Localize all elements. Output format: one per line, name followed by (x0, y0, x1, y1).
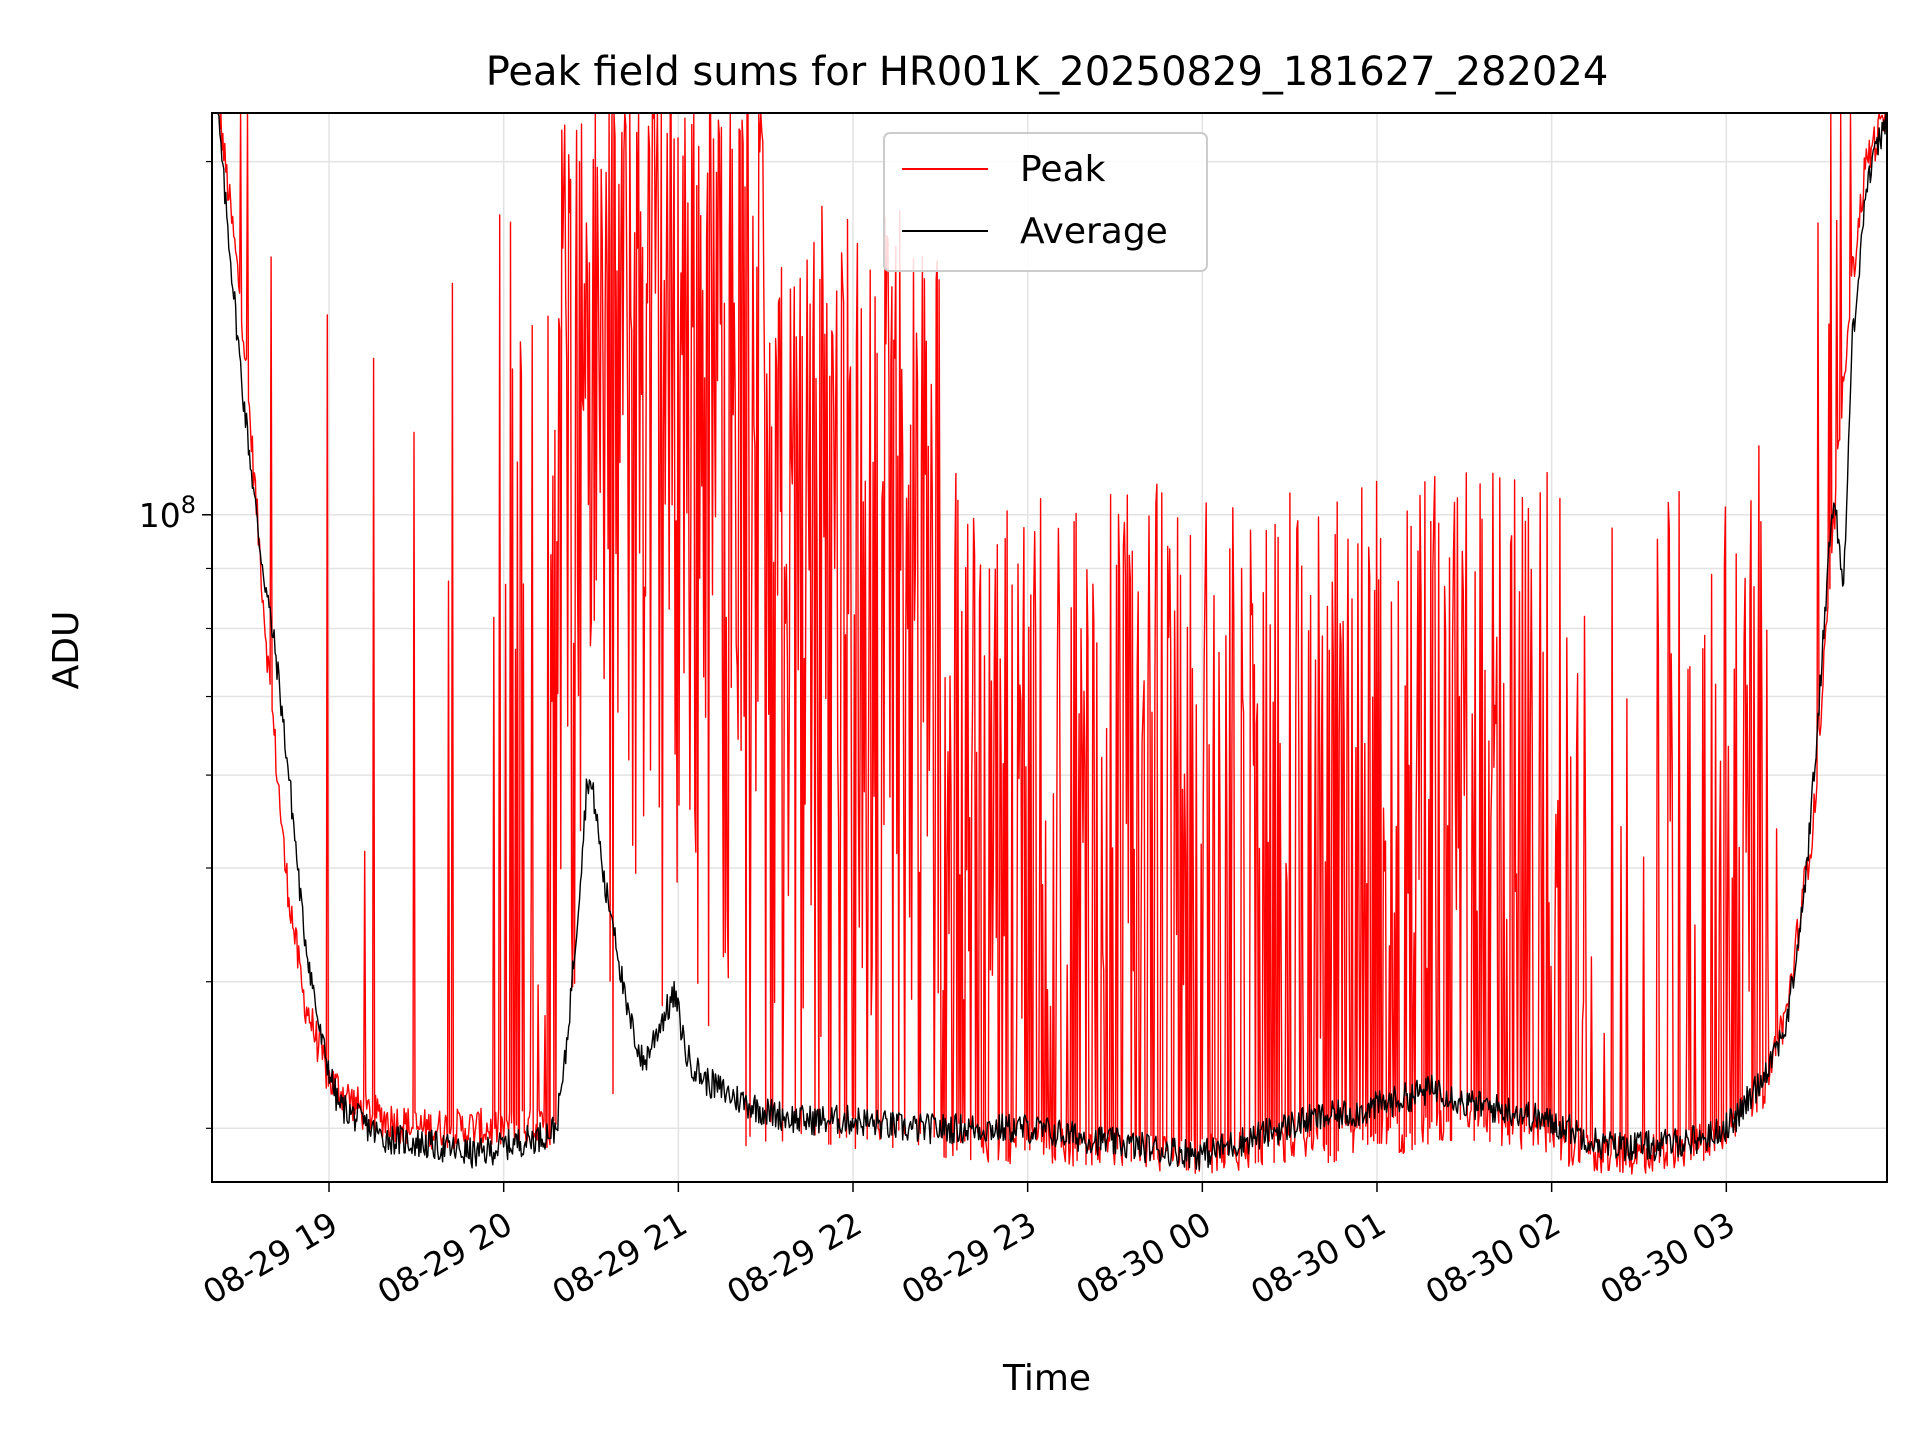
x-tick-label: 08-29 20 (371, 1204, 519, 1312)
x-tick-label: 08-29 19 (196, 1204, 344, 1312)
x-tick-label: 08-29 22 (720, 1204, 868, 1312)
x-tick-label: 08-30 01 (1244, 1204, 1392, 1312)
series-average (212, 112, 1887, 1171)
y-axis-label: ADU (46, 611, 87, 690)
average-line (212, 112, 1887, 1171)
y-tick-label: 108 (139, 491, 196, 535)
grid (212, 113, 1887, 1182)
x-axis-ticks: 08-29 19 08-29 20 08-29 21 08-29 22 08-29 23… (196, 1182, 1742, 1312)
x-tick-label: 08-29 23 (895, 1204, 1043, 1312)
x-tick-label: 08-30 03 (1594, 1204, 1742, 1312)
legend-box (883, 132, 1208, 272)
legend-peak-label: Peak (1020, 149, 1106, 190)
legend-average-label: Average (1020, 211, 1168, 252)
peak-line (212, 112, 1887, 1175)
x-tick-label: 08-29 21 (546, 1204, 694, 1312)
y-axis-ticks: 108 (139, 160, 212, 1129)
x-tick-label: 08-30 02 (1419, 1204, 1567, 1312)
x-tick-label: 08-30 00 (1070, 1204, 1218, 1312)
chart-title: Peak field sums for HR001K_20250829_1816… (486, 49, 1609, 95)
x-axis-label: Time (1002, 1358, 1091, 1399)
plot-frame (211, 112, 1888, 1183)
series-peak (212, 112, 1887, 1175)
legend: Peak Average (883, 132, 1208, 272)
